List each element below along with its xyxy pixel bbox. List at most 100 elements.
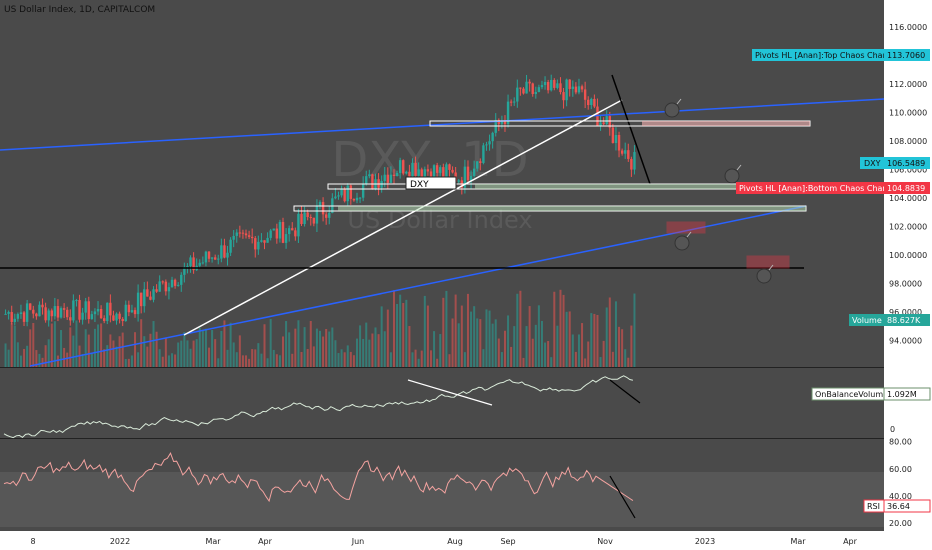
candle-body [448,164,451,170]
volume-bar [41,357,44,367]
candle-body [115,313,118,321]
candle-body [556,83,559,88]
candle-body [355,197,359,201]
candle-body [47,310,50,321]
price-tick: 112.0000 [889,80,927,89]
volume-bar [204,328,207,367]
rsi-tick: 20.00 [889,519,912,528]
volume-bar [322,336,325,367]
volume-bar [171,353,174,367]
volume-bar [439,334,442,367]
volume-bar [303,327,306,367]
candle-body [491,132,494,142]
candle-body [617,134,621,151]
volume-bar [90,353,93,367]
volume-bar [593,313,596,367]
volume-bar [229,322,232,367]
candle-body [81,312,84,320]
volume-bar [519,290,522,367]
candle-body [503,121,507,125]
volume-bar [544,342,547,367]
time-tick: 8 [30,537,35,546]
candle-body [247,235,251,237]
volume-bar [306,349,309,367]
candle-body [324,214,328,218]
volume-bar [195,339,198,367]
candle-body [306,212,309,218]
candle-body [130,310,134,313]
bomb-icon [756,264,774,284]
candle-body [78,300,81,320]
candle-body [614,134,618,144]
svg-text:106.5489: 106.5489 [887,159,925,168]
volume-bar [130,355,133,367]
volume-bar [201,329,204,367]
candle-body [432,165,436,182]
candle-body [361,184,365,198]
volume-bar [340,349,343,367]
candle-body [398,160,402,173]
volume-bar [106,345,109,367]
volume-bar [476,318,479,367]
volume-bar [127,358,130,367]
price-tick: 104.0000 [889,194,927,203]
candle-body [346,185,349,202]
candle-body [500,121,504,124]
bomb-icon [724,164,742,184]
volume-bar [115,346,118,367]
candle-body [550,79,553,91]
candle-body [352,198,356,201]
volume-bar [81,354,84,367]
volume-bar [608,297,611,367]
bomb-icon [674,231,692,251]
candle-body [429,171,433,182]
candle-body [198,262,201,266]
candle-body [180,274,183,285]
candle-body [540,85,544,88]
bottom-channel-label: Pivots HL [Anan]:Bottom Chaos Channel 10… [736,182,930,194]
price-axis-bg [884,0,932,531]
volume-bar [627,357,630,367]
volume-bar [457,323,460,367]
volume-bar [624,349,627,367]
volume-bar [93,328,96,367]
candle-body [568,79,571,89]
dxy-label: DXY 106.5489 [860,157,930,169]
volume-bar [192,340,195,367]
candle-body [300,213,303,225]
volume-bar [137,352,140,367]
volume-bar [451,318,454,367]
volume-bar [50,323,53,367]
volume-bar [473,306,476,367]
volume-bar [226,349,229,367]
obv-axis-zero: 0 [890,425,895,434]
volume-bar [19,355,22,367]
candle-body [633,152,636,170]
volume-bar [525,326,528,367]
volume-bar [534,324,537,367]
volume-bar [556,325,559,367]
candle-body [232,235,235,240]
volume-bar [272,349,275,367]
volume-bar [460,305,463,367]
candle-body [281,222,285,243]
volume-bar [371,333,374,367]
candle-body [16,314,20,319]
candle-body [451,169,454,173]
candle-body [312,217,316,224]
volume-bar [223,320,226,367]
volume-bar [463,352,466,367]
volume-bar [602,340,605,367]
volume-bar [66,352,69,367]
volume-bar [69,327,72,367]
candle-body [118,313,121,319]
candle-body [4,313,7,315]
candle-body [528,81,531,84]
volume-bar [328,331,331,367]
svg-text:Pivots HL [Anan]:Bottom Chaos: Pivots HL [Anan]:Bottom Chaos Channel [739,184,900,193]
volume-bar [611,351,614,367]
svg-text:Pivots HL [Anan]:Top Chaos Cha: Pivots HL [Anan]:Top Chaos Channel [755,51,900,60]
candle-body [482,145,485,163]
candle-body [479,161,482,163]
